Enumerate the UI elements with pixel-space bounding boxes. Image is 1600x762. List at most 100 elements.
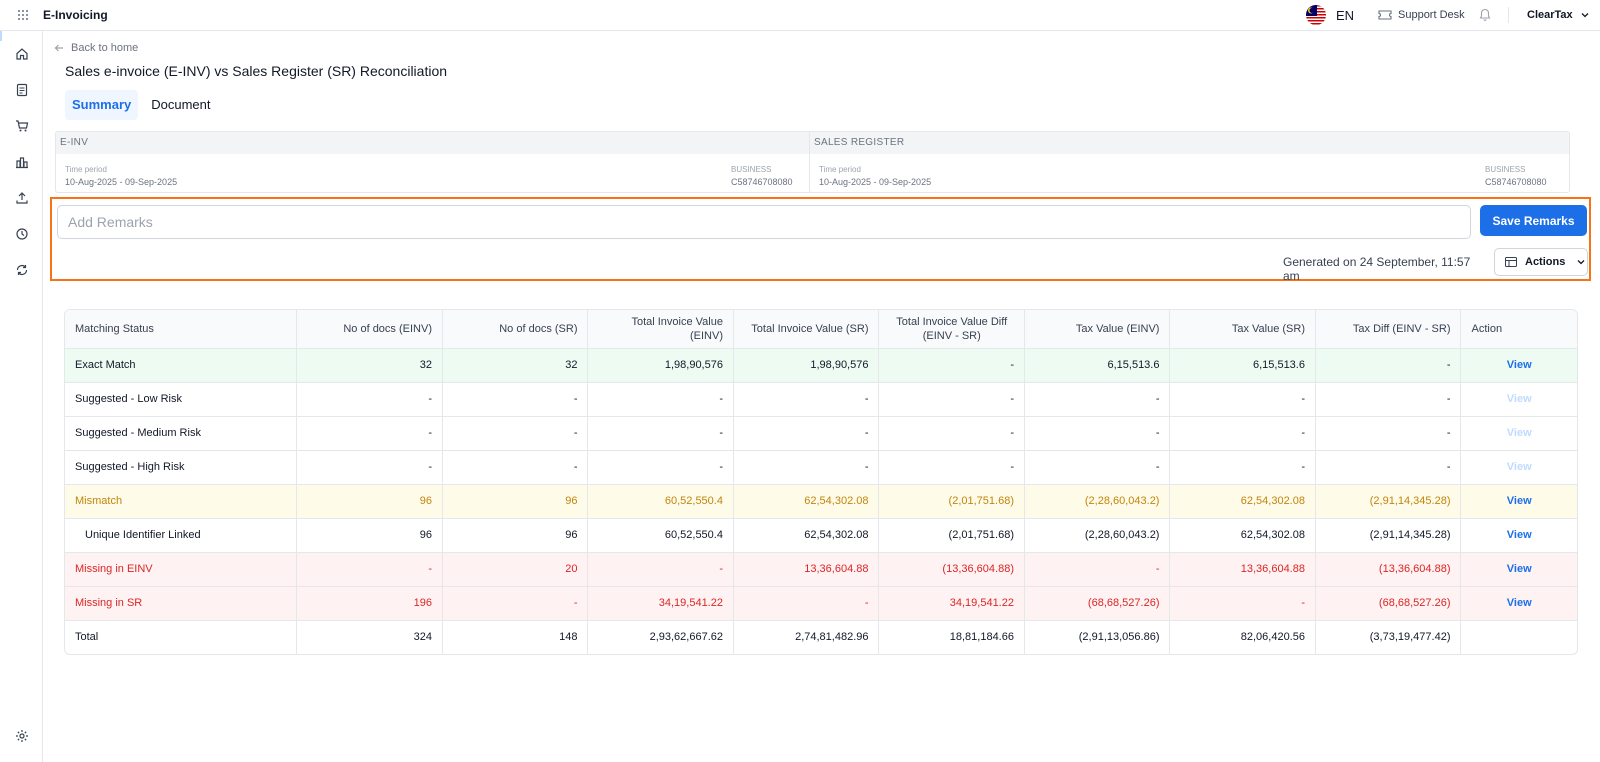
- table-row: Mismatch 96 96 60,52,550.4 62,54,302.08 (2,01…: [65, 484, 1577, 519]
- table-cell: -: [296, 552, 443, 587]
- action-cell: View: [1460, 518, 1577, 553]
- tab-document[interactable]: Document: [151, 97, 211, 112]
- matching-status-cell: Total: [65, 620, 298, 654]
- user-menu[interactable]: ClearTax: [1527, 9, 1573, 21]
- einv-info-card: E-INV Time period 10-Aug-2025 - 09-Sep-2…: [55, 131, 816, 193]
- table-cell: 60,52,550.4: [587, 518, 734, 553]
- table-cell: -: [296, 450, 443, 485]
- table-row: Exact Match 32 32 1,98,90,576 1,98,90,576-6,…: [65, 348, 1577, 383]
- language-selector[interactable]: EN: [1336, 8, 1355, 23]
- table-cell: -: [878, 416, 1025, 451]
- matching-status-cell: Mismatch: [65, 484, 298, 519]
- table-cell: (2,01,751.68): [878, 484, 1025, 519]
- arrow-left-icon: [54, 44, 63, 52]
- table-cell: (2,91,13,056.86): [1024, 620, 1171, 654]
- table-cell: -: [296, 416, 443, 451]
- apps-grid-icon[interactable]: [17, 9, 29, 21]
- action-cell: View: [1460, 382, 1577, 417]
- table-row: Suggested - Medium Risk - - - - - - - - View: [65, 416, 1577, 451]
- document-icon[interactable]: [15, 83, 29, 97]
- table-cell: 2,93,62,667.62: [587, 620, 734, 654]
- table-cell: 96: [296, 518, 443, 553]
- reconcile-icon[interactable]: [15, 263, 29, 277]
- table-cell: (13,36,604.88): [878, 552, 1025, 587]
- action-cell: View: [1460, 450, 1577, 485]
- sales-register-info-card: SALES REGISTER Time period 10-Aug-2025 -…: [809, 131, 1570, 193]
- actions-label: Actions: [1525, 256, 1566, 268]
- malaysia-flag-icon[interactable]: [1306, 5, 1326, 25]
- matching-status-cell: Exact Match: [65, 348, 298, 383]
- table-cell: -: [1315, 450, 1462, 485]
- column-header: Tax Value (EINV): [1024, 310, 1171, 349]
- top-bar: E-Invoicing EN Support Desk ClearTax: [0, 0, 1600, 31]
- table-cell: 62,54,302.08: [1169, 518, 1316, 553]
- tab-summary[interactable]: Summary: [65, 90, 139, 120]
- history-icon[interactable]: [15, 227, 29, 241]
- table-cell: -: [1169, 416, 1316, 451]
- cart-icon[interactable]: [15, 119, 29, 133]
- table-cell: -: [296, 382, 443, 417]
- action-cell: View: [1460, 348, 1577, 383]
- table-cell: 6,15,513.6: [1024, 348, 1171, 383]
- matching-status-cell: Missing in SR: [65, 586, 298, 621]
- table-cell: -: [1024, 382, 1171, 417]
- table-cell: 60,52,550.4: [587, 484, 734, 519]
- page-title: Sales e-invoice (E-INV) vs Sales Registe…: [65, 63, 448, 79]
- save-remarks-button[interactable]: Save Remarks: [1480, 205, 1587, 236]
- actions-dropdown-button[interactable]: Actions: [1494, 248, 1588, 276]
- home-icon[interactable]: [15, 47, 29, 61]
- table-cell: 2,74,81,482.96: [733, 620, 880, 654]
- table-cell: 62,54,302.08: [1169, 484, 1316, 519]
- chevron-down-icon[interactable]: [1581, 11, 1589, 19]
- table-cell: (68,68,527.26): [1024, 586, 1171, 621]
- reports-icon[interactable]: [15, 155, 29, 169]
- settings-gear-icon[interactable]: [15, 729, 29, 743]
- matching-status-cell: Missing in EINV: [65, 552, 298, 587]
- time-period-value: 10-Aug-2025 - 09-Sep-2025: [819, 177, 932, 187]
- view-link: View: [1506, 393, 1532, 405]
- upload-icon[interactable]: [15, 191, 29, 205]
- table-cell: (3,73,19,477.42): [1315, 620, 1462, 654]
- table-cell: (68,68,527.26): [1315, 586, 1462, 621]
- business-label: BUSINESS: [731, 165, 772, 174]
- view-link[interactable]: View: [1506, 359, 1532, 371]
- table-icon: [1505, 257, 1517, 267]
- column-header: No of docs (EINV): [296, 310, 443, 349]
- support-desk-link[interactable]: Support Desk: [1398, 9, 1465, 21]
- business-label: BUSINESS: [1485, 165, 1526, 174]
- table-cell: 20: [442, 552, 589, 587]
- bell-icon[interactable]: [1479, 8, 1491, 22]
- table-cell: (2,01,751.68): [878, 518, 1025, 553]
- table-cell: 34,19,541.22: [878, 586, 1025, 621]
- sidebar: [0, 31, 43, 762]
- table-cell: -: [733, 450, 880, 485]
- table-cell: 96: [442, 518, 589, 553]
- time-period-value: 10-Aug-2025 - 09-Sep-2025: [65, 177, 178, 187]
- table-cell: 18,81,184.66: [878, 620, 1025, 654]
- action-cell: View: [1460, 416, 1577, 451]
- back-to-home-link[interactable]: Back to home: [54, 42, 138, 54]
- column-header: Tax Diff (EINV - SR): [1315, 310, 1462, 349]
- action-cell: View: [1460, 484, 1577, 519]
- view-link[interactable]: View: [1506, 495, 1532, 507]
- action-cell: View: [1460, 586, 1577, 621]
- table-cell: 13,36,604.88: [1169, 552, 1316, 587]
- table-cell: -: [442, 450, 589, 485]
- view-link: View: [1506, 461, 1532, 473]
- table-cell: -: [1024, 552, 1171, 587]
- view-link[interactable]: View: [1506, 529, 1532, 541]
- table-cell: (2,91,14,345.28): [1315, 484, 1462, 519]
- table-cell: 1,98,90,576: [733, 348, 880, 383]
- column-header: Total Invoice Value Diff (EINV - SR): [878, 310, 1025, 349]
- table-cell: -: [442, 416, 589, 451]
- chevron-down-icon: [1577, 260, 1585, 265]
- view-link[interactable]: View: [1506, 563, 1532, 575]
- column-header: No of docs (SR): [442, 310, 589, 349]
- table-header-row: Matching Status No of docs (EINV) No of …: [65, 310, 1577, 349]
- column-header: Action: [1460, 310, 1577, 349]
- table-row: Suggested - High Risk - - - - - - - - View: [65, 450, 1577, 485]
- table-cell: (13,36,604.88): [1315, 552, 1462, 587]
- view-link[interactable]: View: [1506, 597, 1532, 609]
- table-cell: -: [442, 382, 589, 417]
- add-remarks-input[interactable]: [57, 205, 1471, 239]
